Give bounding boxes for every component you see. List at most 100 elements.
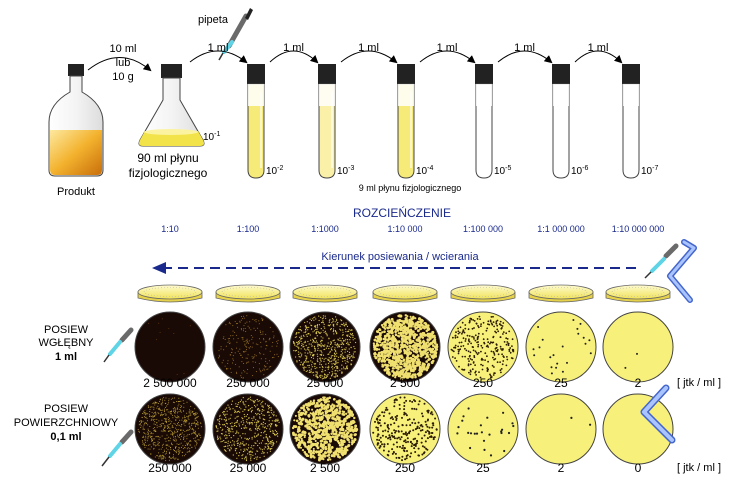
pour-count: 2 500 bbox=[390, 376, 420, 390]
flask-dilution: 10-1 bbox=[203, 131, 220, 143]
culture-plate bbox=[447, 311, 519, 383]
transfer-step-label: 1 ml bbox=[283, 42, 304, 54]
transfer-step-label: 1 ml bbox=[588, 42, 609, 54]
surface-count: 250 000 bbox=[148, 461, 192, 475]
transfer-arrow bbox=[497, 50, 553, 64]
test-tube: 10-6 bbox=[552, 64, 588, 179]
pour-count: 25 000 bbox=[307, 376, 344, 390]
transfer-step-label: 1 ml bbox=[514, 42, 535, 54]
transfer-arrow bbox=[269, 50, 319, 64]
surface-count: 25 bbox=[476, 461, 490, 475]
pipette-icon-right bbox=[644, 243, 679, 279]
culture-plate bbox=[369, 311, 441, 383]
transfer-first-1: 10 ml bbox=[110, 43, 137, 55]
tube-rack: 10-2 10-3 10-4 10-5 10-6 10-7 bbox=[247, 64, 658, 179]
bottle-label: Produkt bbox=[57, 186, 95, 198]
direction-label: Kierunek posiewania / wcierania bbox=[321, 251, 479, 263]
dilution-ratio: 1:100 bbox=[237, 224, 260, 234]
dilution-ratios: 1:10 1:100 1:1000 1:10 000 1:100 000 1:1 000 … bbox=[161, 224, 664, 234]
pipette-icon-surface bbox=[101, 429, 134, 467]
dilution-ratio: 1:10 bbox=[161, 224, 179, 234]
surface-label-3: 0,1 ml bbox=[50, 431, 81, 443]
culture-plate bbox=[212, 393, 284, 465]
culture-plate bbox=[134, 311, 206, 383]
transfer-step-label: 1 ml bbox=[437, 42, 458, 54]
dilution-ratio: 1:10 000 bbox=[387, 224, 422, 234]
pour-label-1: POSIEW bbox=[44, 324, 89, 336]
culture-plate bbox=[525, 311, 597, 383]
dilution-ratio: 1:100 000 bbox=[463, 224, 503, 234]
dilution-ratio: 1:1 000 000 bbox=[537, 224, 585, 234]
transfer-arrow bbox=[189, 50, 248, 64]
flask-label-2: fizjologicznego bbox=[129, 166, 208, 180]
surface-count: 0 bbox=[635, 461, 642, 475]
transfer-first-2: lub bbox=[116, 57, 131, 69]
petri-dishes bbox=[137, 284, 671, 303]
petri-dish bbox=[215, 284, 281, 303]
surface-count: 250 bbox=[395, 461, 415, 475]
pour-count: 250 000 bbox=[226, 376, 270, 390]
pour-count: 2 bbox=[635, 376, 642, 390]
petri-dish bbox=[137, 284, 203, 303]
dilution-ratio: 1:1000 bbox=[311, 224, 339, 234]
culture-plate bbox=[212, 311, 284, 383]
direction-arrowhead bbox=[152, 262, 166, 274]
pipette-icon bbox=[218, 8, 253, 61]
surface-unit: [ jtk / ml ] bbox=[677, 462, 721, 474]
test-tube: 10-7 bbox=[622, 64, 658, 179]
spreader-on-plate-icon bbox=[640, 384, 676, 444]
test-tube: 10-5 bbox=[475, 64, 511, 179]
culture-plate bbox=[369, 393, 441, 465]
tube-dilution-label: 10-7 bbox=[641, 165, 658, 177]
tube-dilution-label: 10-6 bbox=[571, 165, 588, 177]
flask-label-1: 90 ml płynu bbox=[137, 151, 198, 165]
culture-plate bbox=[134, 393, 206, 465]
petri-dish bbox=[605, 284, 671, 303]
test-tube: 10-3 bbox=[318, 64, 354, 179]
culture-plate bbox=[602, 311, 674, 383]
petri-dish bbox=[292, 284, 358, 303]
transfer-arrow bbox=[574, 50, 623, 64]
surface-count: 2 500 bbox=[310, 461, 340, 475]
dilution-heading: ROZCIEŃCZENIE bbox=[353, 205, 451, 220]
tube-dilution-label: 10-2 bbox=[266, 165, 283, 177]
pour-count: 25 bbox=[554, 376, 568, 390]
pipette-label: pipeta bbox=[198, 14, 229, 26]
transfer-arrow bbox=[419, 50, 476, 64]
petri-dish bbox=[528, 284, 594, 303]
petri-dish bbox=[450, 284, 516, 303]
tube-note: 9 ml płynu fizjologicznego bbox=[359, 183, 462, 193]
surface-count: 2 bbox=[558, 461, 565, 475]
test-tube: 10-2 bbox=[247, 64, 283, 179]
transfer-step-label: 1 ml bbox=[208, 42, 229, 54]
pour-count: 2 500 000 bbox=[143, 376, 197, 390]
transfer-arrow bbox=[340, 50, 398, 64]
transfer-step-label: 1 ml bbox=[358, 42, 379, 54]
pipette-icon-pour bbox=[103, 327, 134, 363]
culture-plate bbox=[602, 393, 674, 465]
transfer-arrows: 1 ml 1 ml 1 ml 1 ml 1 ml 1 ml bbox=[189, 42, 623, 64]
flask bbox=[138, 64, 205, 147]
tube-dilution-label: 10-3 bbox=[337, 165, 354, 177]
tube-dilution-label: 10-5 bbox=[494, 165, 511, 177]
culture-plate bbox=[289, 311, 361, 383]
transfer-first-3: 10 g bbox=[112, 71, 133, 83]
culture-plate bbox=[525, 393, 597, 465]
petri-dish bbox=[372, 284, 438, 303]
pour-unit: [ jtk / ml ] bbox=[677, 377, 721, 389]
culture-plate bbox=[289, 393, 361, 465]
spreader-icon bbox=[667, 239, 697, 303]
tube-dilution-label: 10-4 bbox=[416, 165, 433, 177]
test-tube: 10-4 bbox=[397, 64, 433, 179]
surface-label-2: POWIERZCHNIOWY bbox=[14, 417, 119, 429]
culture-plate bbox=[447, 393, 519, 465]
surface-label-1: POSIEW bbox=[44, 403, 89, 415]
surface-count: 25 000 bbox=[230, 461, 267, 475]
dilution-ratio: 1:10 000 000 bbox=[612, 224, 665, 234]
product-bottle bbox=[48, 64, 104, 177]
pour-label-3: 1 ml bbox=[55, 351, 77, 363]
pour-label-2: WGŁĘBNY bbox=[38, 337, 94, 349]
pour-count: 250 bbox=[473, 376, 493, 390]
